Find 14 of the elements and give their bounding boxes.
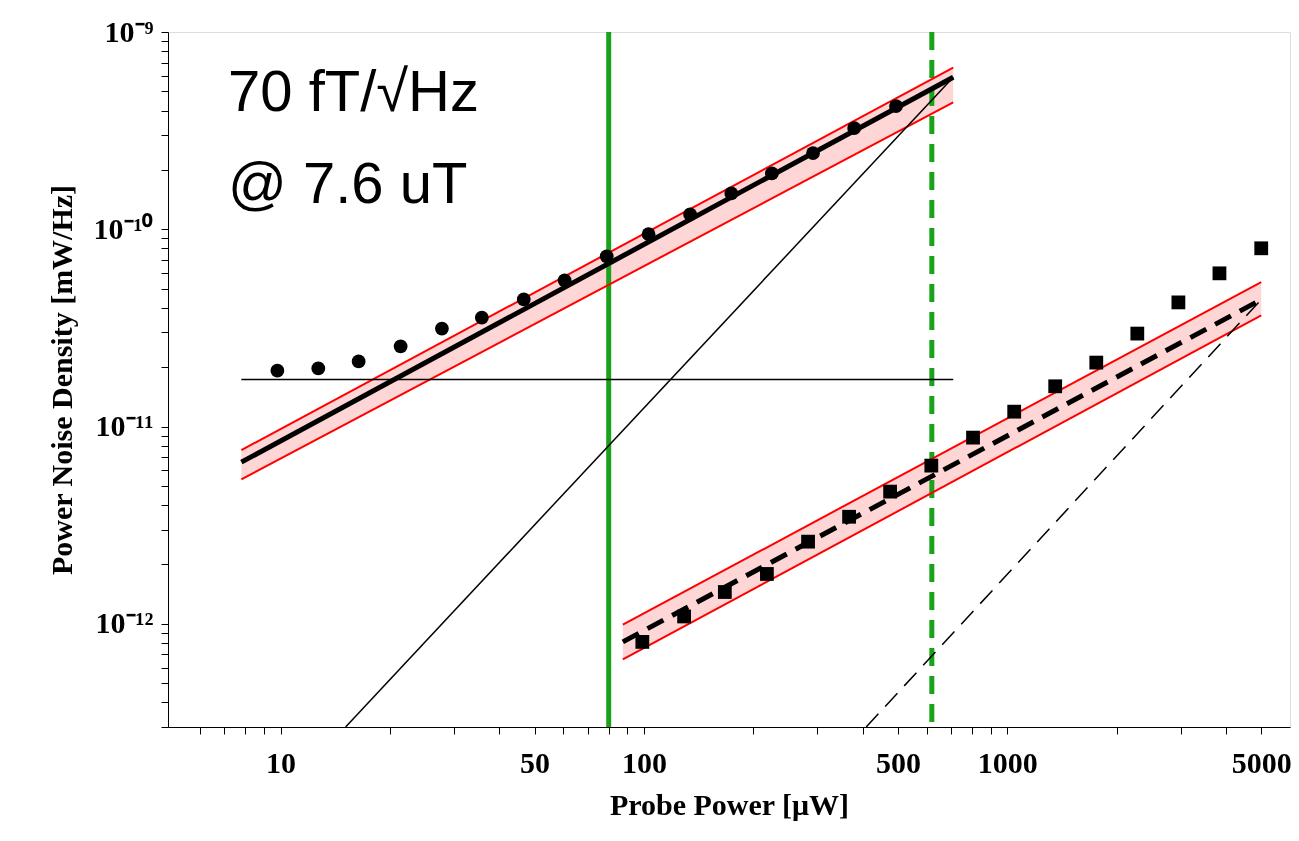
y-tick-label: 10⁻¹¹ <box>95 409 154 443</box>
x-tick-label: 100 <box>621 745 667 779</box>
x-tick-label: 500 <box>875 745 921 779</box>
annotation: @ 7.6 uT <box>228 150 468 215</box>
y-tick-label: 10⁻¹⁰ <box>93 211 154 245</box>
x-tick-label: 1000 <box>977 745 1038 779</box>
x-tick-label: 50 <box>520 745 551 779</box>
x-axis-title: Probe Power [μW] <box>609 787 850 821</box>
y-tick-label: 10⁻⁹ <box>104 14 154 48</box>
y-tick-label: 10⁻¹² <box>95 606 154 640</box>
x-tick-label: 10 <box>266 745 297 779</box>
annotation: 70 fT/√Hz <box>228 58 480 123</box>
y-axis-title: Power Noise Density [mW/Hz] <box>44 184 78 576</box>
x-tick-label: 5000 <box>1231 745 1292 779</box>
